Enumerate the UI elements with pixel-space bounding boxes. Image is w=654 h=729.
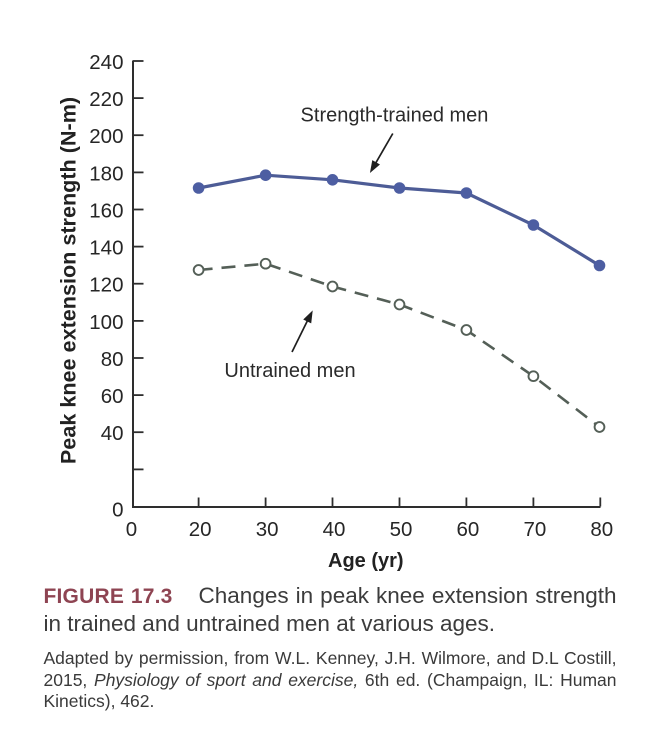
svg-text:40: 40 xyxy=(323,518,346,541)
svg-text:80: 80 xyxy=(590,518,613,541)
svg-text:180: 180 xyxy=(89,162,123,185)
svg-text:Untrained men: Untrained men xyxy=(224,360,355,382)
svg-text:50: 50 xyxy=(390,518,413,541)
svg-text:100: 100 xyxy=(89,311,123,334)
svg-text:80: 80 xyxy=(101,348,124,371)
svg-text:220: 220 xyxy=(89,88,123,111)
svg-text:120: 120 xyxy=(89,274,123,297)
svg-text:200: 200 xyxy=(89,125,123,148)
svg-text:20: 20 xyxy=(189,518,212,541)
svg-text:Age (yr): Age (yr) xyxy=(328,550,404,572)
svg-text:0: 0 xyxy=(126,518,137,541)
svg-text:40: 40 xyxy=(101,422,124,445)
svg-text:Peak knee extension strength (: Peak knee extension strength (N-m) xyxy=(56,97,81,464)
svg-text:70: 70 xyxy=(523,518,546,541)
svg-text:Strength-trained men: Strength-trained men xyxy=(301,105,489,127)
svg-text:240: 240 xyxy=(89,51,123,74)
svg-text:60: 60 xyxy=(456,518,479,541)
svg-text:0: 0 xyxy=(112,498,123,521)
svg-text:140: 140 xyxy=(89,237,123,260)
svg-text:160: 160 xyxy=(89,200,123,223)
svg-text:30: 30 xyxy=(256,518,279,541)
svg-text:60: 60 xyxy=(101,385,124,408)
